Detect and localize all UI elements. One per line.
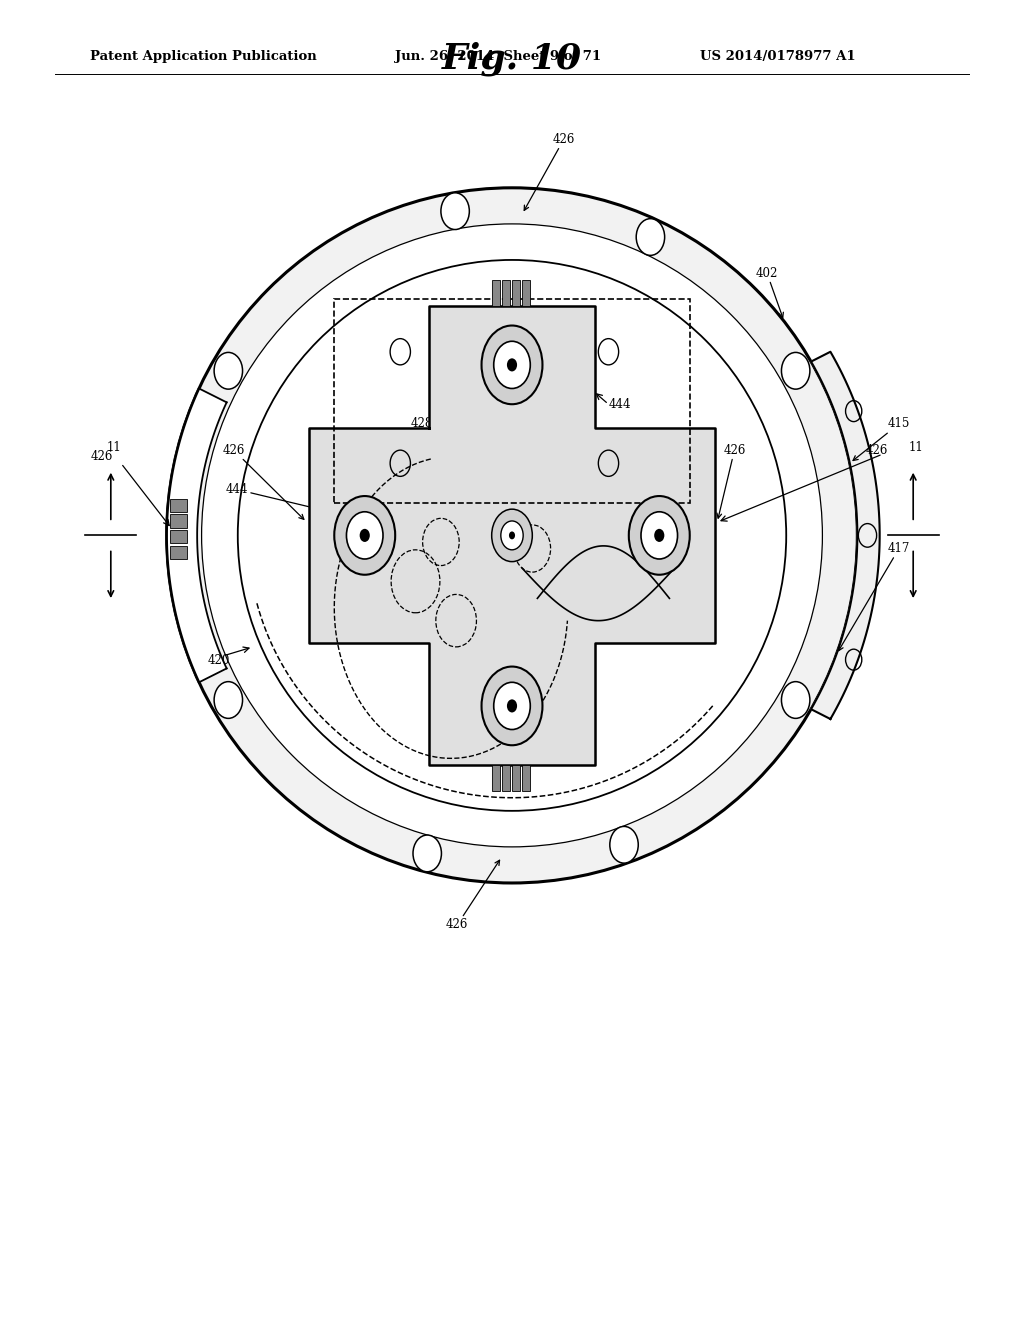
Text: 426: 426: [222, 444, 304, 519]
Circle shape: [441, 193, 469, 230]
Text: 426: 426: [717, 444, 745, 519]
Text: 11: 11: [909, 441, 924, 454]
Circle shape: [346, 512, 383, 558]
Text: 420: 420: [207, 653, 229, 667]
Text: Fig. 10: Fig. 10: [442, 42, 582, 77]
Text: 417: 417: [839, 543, 910, 651]
Bar: [502, 280, 510, 306]
Circle shape: [509, 532, 515, 540]
Bar: [170, 515, 187, 528]
Text: 11: 11: [106, 441, 121, 454]
Text: Jun. 26, 2014  Sheet 9 of 71: Jun. 26, 2014 Sheet 9 of 71: [395, 50, 601, 63]
Ellipse shape: [202, 224, 822, 846]
Text: 426: 426: [524, 133, 575, 210]
Text: Patent Application Publication: Patent Application Publication: [90, 50, 317, 63]
Circle shape: [214, 681, 243, 718]
Circle shape: [636, 219, 665, 255]
Circle shape: [481, 667, 543, 746]
Circle shape: [494, 682, 530, 730]
Circle shape: [781, 681, 810, 718]
Circle shape: [507, 700, 517, 713]
Text: 402: 402: [756, 267, 783, 317]
Text: 426: 426: [90, 450, 113, 463]
Bar: [492, 280, 500, 306]
Text: 415: 415: [853, 417, 910, 461]
Text: 423: 423: [632, 578, 654, 591]
Text: 444: 444: [225, 483, 315, 510]
Bar: [170, 499, 187, 512]
Polygon shape: [167, 388, 226, 682]
Bar: [522, 764, 530, 791]
Bar: [334, 300, 690, 503]
Ellipse shape: [202, 224, 822, 846]
Text: 426: 426: [446, 861, 500, 932]
Circle shape: [492, 510, 532, 561]
Ellipse shape: [167, 187, 857, 883]
Circle shape: [481, 326, 543, 404]
Text: 429: 429: [329, 593, 441, 614]
Circle shape: [641, 512, 678, 558]
Circle shape: [610, 826, 638, 863]
Text: US 2014/0178977 A1: US 2014/0178977 A1: [699, 50, 855, 63]
Text: 426: 426: [865, 444, 888, 457]
Circle shape: [413, 836, 441, 871]
Circle shape: [214, 352, 243, 389]
Bar: [492, 764, 500, 791]
Circle shape: [501, 521, 523, 550]
Circle shape: [334, 496, 395, 574]
Text: 444: 444: [541, 649, 594, 680]
Bar: [512, 280, 520, 306]
Text: 428: 428: [411, 417, 433, 430]
Circle shape: [494, 342, 530, 388]
Circle shape: [781, 352, 810, 389]
Polygon shape: [811, 351, 880, 719]
Text: 445: 445: [606, 605, 629, 618]
Polygon shape: [309, 306, 715, 764]
Circle shape: [507, 358, 517, 371]
Bar: [512, 764, 520, 791]
Bar: [170, 546, 187, 558]
Text: 414: 414: [521, 667, 595, 704]
Bar: [522, 280, 530, 306]
Bar: [502, 764, 510, 791]
Circle shape: [629, 496, 690, 574]
Circle shape: [359, 529, 370, 543]
Circle shape: [654, 529, 665, 543]
Text: 444: 444: [608, 397, 631, 411]
Bar: [170, 531, 187, 544]
